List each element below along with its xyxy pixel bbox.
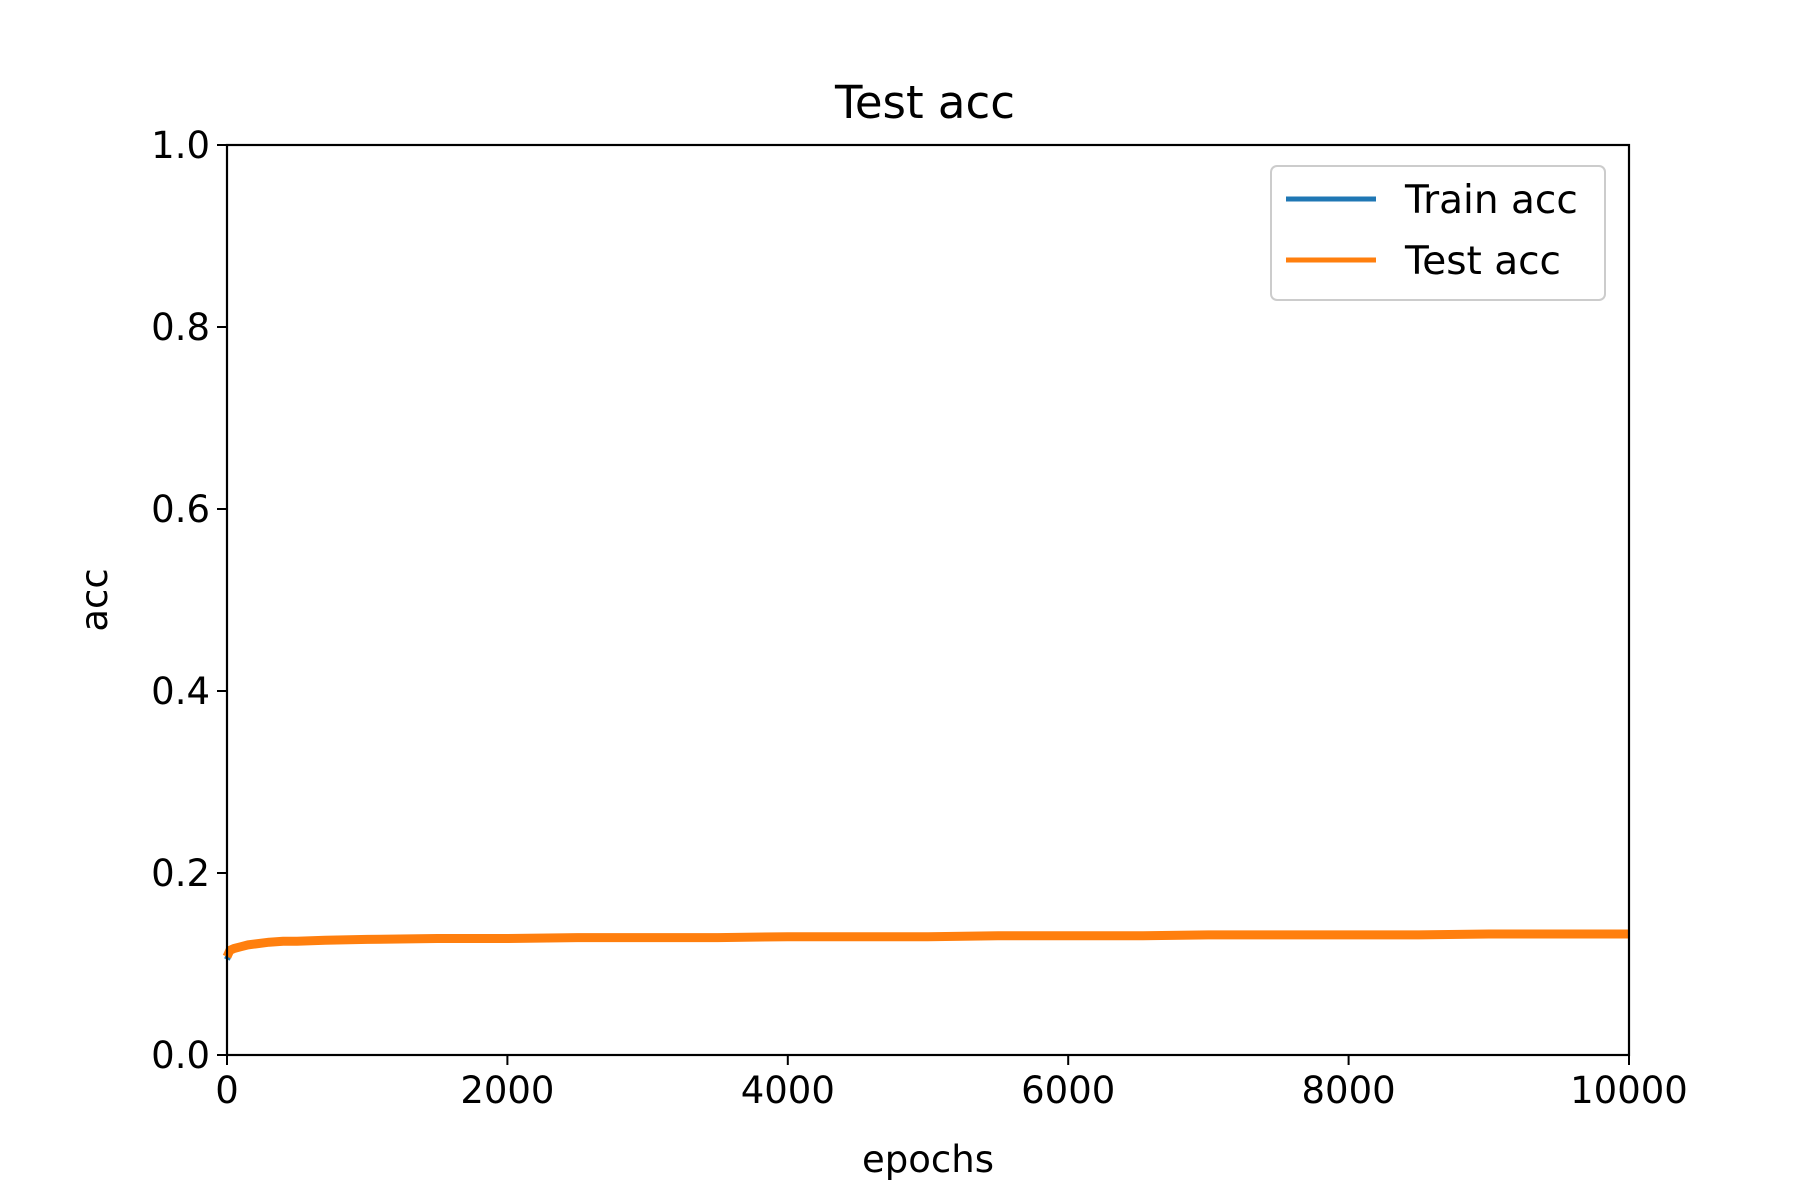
series-line-test-acc <box>222 929 1629 959</box>
legend: Train acc Test acc <box>1270 165 1606 301</box>
y-tick-label: 0.8 <box>151 306 210 349</box>
y-tick-label: 1.0 <box>151 124 210 167</box>
x-axis-ticks: 0 2000 4000 6000 8000 10000 <box>215 1055 1688 1112</box>
legend-label-test-acc: Test acc <box>1404 239 1561 284</box>
x-tick-label: 4000 <box>741 1069 835 1112</box>
x-tick-label: 6000 <box>1021 1069 1115 1112</box>
y-axis-label: acc <box>73 568 116 631</box>
y-tick-label: 0.0 <box>151 1034 210 1077</box>
legend-label-train-acc: Train acc <box>1404 178 1578 223</box>
x-tick-label: 8000 <box>1302 1069 1396 1112</box>
x-tick-label: 10000 <box>1570 1069 1688 1112</box>
x-tick-label: 0 <box>215 1069 239 1112</box>
chart-title: Test acc <box>834 76 1015 129</box>
y-axis-ticks: 0.0 0.2 0.4 0.6 0.8 1.0 <box>151 124 227 1077</box>
x-tick-label: 2000 <box>460 1069 554 1112</box>
x-axis-label: epochs <box>862 1138 994 1181</box>
plot-area-frame <box>225 143 1631 1057</box>
y-tick-label: 0.6 <box>151 488 210 531</box>
y-tick-label: 0.2 <box>151 852 210 895</box>
y-tick-label: 0.4 <box>151 670 210 713</box>
plot-lines <box>222 929 1629 961</box>
